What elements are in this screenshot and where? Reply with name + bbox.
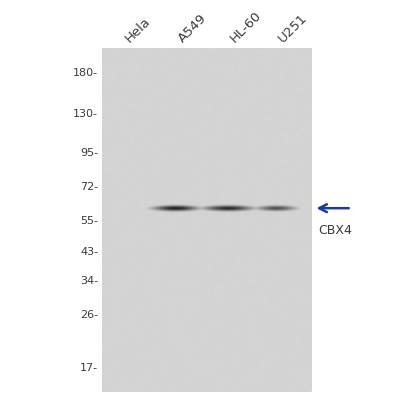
Text: 130-: 130-	[73, 109, 98, 119]
Text: 34-: 34-	[80, 276, 98, 286]
Text: A549: A549	[176, 12, 209, 45]
Text: 43-: 43-	[80, 247, 98, 257]
Text: 55-: 55-	[80, 216, 98, 226]
Text: 17-: 17-	[80, 363, 98, 373]
Text: 72-: 72-	[80, 182, 98, 192]
Text: 180-: 180-	[73, 68, 98, 78]
Text: CBX4: CBX4	[318, 224, 352, 237]
Text: Hela: Hela	[123, 15, 154, 45]
Text: 95-: 95-	[80, 148, 98, 158]
Text: 26-: 26-	[80, 310, 98, 320]
Text: HL-60: HL-60	[228, 9, 264, 45]
Text: U251: U251	[276, 11, 310, 45]
